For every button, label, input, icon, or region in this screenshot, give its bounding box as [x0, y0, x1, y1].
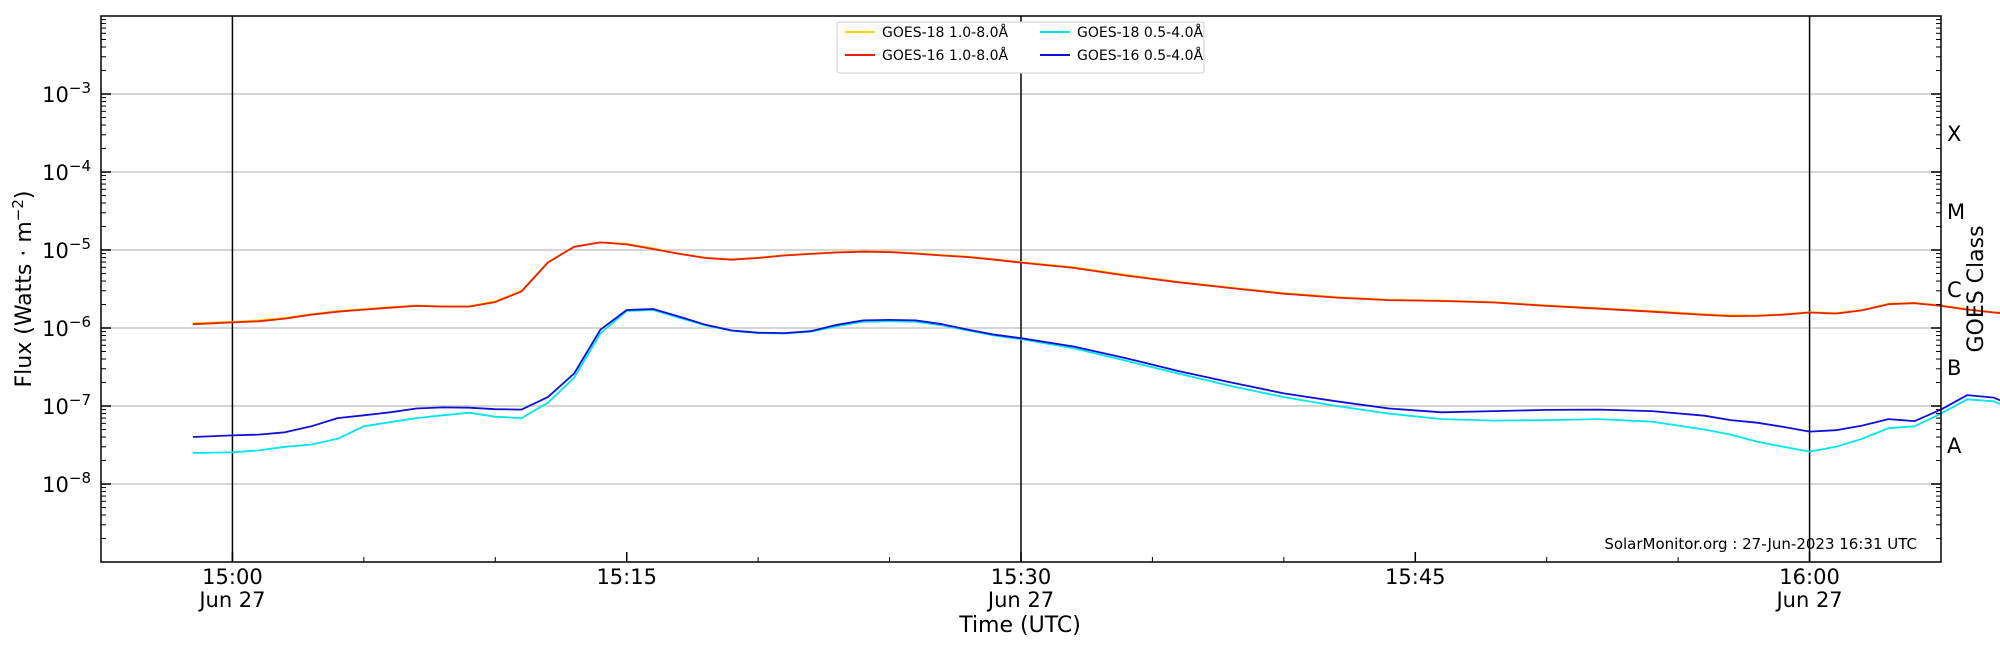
x-tick-date-label: Jun 27 — [986, 588, 1054, 612]
x-tick-time-label: 15:45 — [1385, 565, 1446, 589]
credit-text: SolarMonitor.org : 27-Jun-2023 16:31 UTC — [1604, 535, 1917, 553]
y-tick-labels: 10−8 10−7 10−6 10−5 10−4 10−3 — [42, 79, 91, 497]
y-tick-label: 10−7 — [42, 391, 91, 419]
y-tick-label: 10−6 — [42, 313, 91, 341]
legend-box — [836, 21, 1205, 74]
x-tick-time-label: 15:30 — [991, 565, 1052, 589]
x-axis-label: Time (UTC) — [958, 613, 1081, 638]
legend-label: GOES-16 1.0-8.0Å — [882, 47, 1008, 64]
series-line-2 — [192, 309, 2000, 454]
goes-class-a: A — [1947, 434, 1962, 458]
series-line-3 — [192, 308, 2000, 438]
x-tick-time-label: 16:00 — [1779, 565, 1840, 589]
y-tick-label: 10−4 — [42, 157, 91, 185]
x-tick-time-label: 15:00 — [202, 565, 263, 589]
y-tick-label: 10−5 — [42, 235, 91, 263]
day-boundary-lines — [231, 16, 1811, 562]
series-line-1 — [192, 241, 2000, 326]
goes-class-m: M — [1947, 200, 1965, 224]
legend-label: GOES-18 0.5-4.0Å — [1077, 24, 1203, 41]
axis-ticks — [100, 19, 1942, 562]
series-lines — [192, 241, 2000, 454]
legend-label: GOES-16 0.5-4.0Å — [1077, 47, 1203, 64]
goes-class-labels: A B C M X — [1947, 122, 1965, 458]
x-tick-date-label: Jun 27 — [1774, 588, 1842, 612]
y-tick-label: 10−3 — [42, 79, 91, 107]
goes-class-x: X — [1947, 122, 1961, 146]
goes-class-b: B — [1947, 356, 1961, 380]
goes-class-c: C — [1947, 278, 1962, 302]
x-tick-time-label: 15:15 — [596, 565, 657, 589]
chart-legend: GOES-18 1.0-8.0Å GOES-16 1.0-8.0Å GOES-18 … — [836, 21, 1205, 74]
legend-label: GOES-18 1.0-8.0Å — [882, 24, 1008, 41]
y-axis-label: Flux (Watts · m−2) — [9, 191, 37, 388]
x-tick-date-label: Jun 27 — [197, 588, 265, 612]
y-tick-label: 10−8 — [42, 469, 91, 497]
right-axis-label: GOES Class — [1964, 225, 1989, 352]
